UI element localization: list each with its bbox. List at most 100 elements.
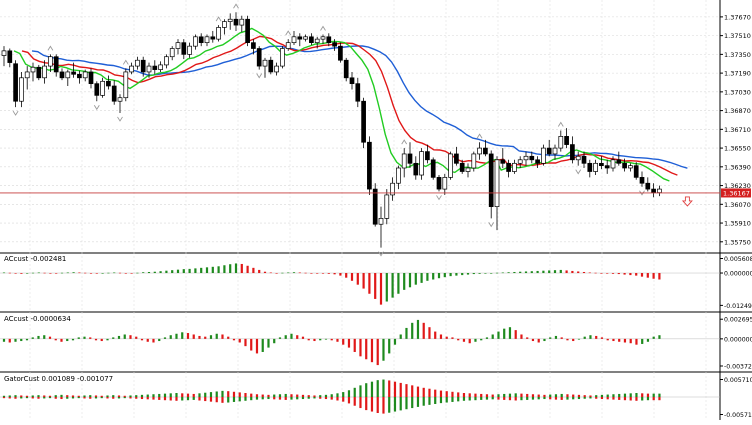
histogram-bar [227,336,230,339]
histogram-bar [480,393,483,397]
candle-body [639,177,645,184]
histogram-bar [140,394,144,397]
histogram-bar [583,397,586,399]
candle [581,151,587,168]
histogram-bar [434,397,437,404]
histogram-bar [8,272,11,274]
histogram-bar [8,395,11,397]
candle [256,46,262,70]
histogram-bar [376,380,379,397]
candle-body [633,165,639,178]
histogram-bar [391,273,394,298]
histogram-bar [478,273,481,274]
candle [599,156,604,170]
histogram-bar [606,338,609,341]
histogram-bar [439,397,443,404]
histogram-bar [382,338,385,361]
candle-body [30,66,36,73]
histogram-bar [101,273,104,274]
histogram-bar [313,395,316,397]
histogram-bar [640,273,644,277]
histogram-bar [60,394,63,397]
candle [483,139,488,157]
fractal-down-marker [93,104,100,111]
histogram-bar [490,273,493,274]
histogram-bar [595,335,598,339]
histogram-bar [287,272,290,274]
histogram-bar [319,397,322,399]
candle [384,189,390,225]
histogram-bar [411,385,414,397]
candle [326,33,332,47]
histogram-bar [140,397,144,400]
candle-body [123,71,129,99]
histogram-bar [273,338,276,344]
candle [82,69,88,82]
fractal-up-marker [476,133,483,139]
candle [59,68,65,81]
histogram-bar [422,387,425,397]
histogram-bar [146,397,149,400]
histogram-bar [577,394,581,397]
histogram-bar [524,271,528,274]
histogram-bar [159,271,162,274]
histogram-bar [229,264,232,274]
histogram-bar [549,397,552,400]
histogram-bar [307,397,310,399]
candle [164,54,169,69]
histogram-bar [169,397,172,401]
histogram-bar [474,393,477,397]
histogram-bar [250,393,253,397]
histogram-bar [443,273,446,278]
candle-body [430,159,436,178]
candle [48,54,53,72]
histogram-bar [508,393,512,397]
histogram-bar [571,270,574,274]
histogram-bar [267,394,270,397]
histogram-bar [307,338,310,341]
histogram-bar [445,397,448,403]
fractal-up-marker [215,16,222,22]
histogram-bar [566,397,569,400]
histogram-bar [281,272,284,274]
histogram-bar [117,397,121,399]
histogram-bar [112,397,115,399]
histogram-bar [485,394,489,397]
moving-average-blue [31,45,688,169]
candle-body [291,36,297,44]
candle [616,151,622,166]
price-tick-label: 1.37030 [724,88,751,96]
candle-body [222,21,227,28]
histogram-bar [439,334,443,339]
histogram-bar [278,337,282,339]
histogram-bar [629,273,632,276]
candle-body [570,144,575,161]
histogram-bar [14,338,17,342]
candle-body [523,155,529,161]
histogram-bar [457,392,460,397]
candle-body [459,162,465,172]
candle-body [106,80,111,87]
candle [117,94,123,113]
price-tick-label: 1.36230 [724,182,751,190]
histogram-bar [37,395,40,397]
histogram-bar [221,390,224,397]
histogram-bar [457,397,460,402]
candle-body [59,71,65,79]
histogram-bar [618,397,621,400]
candle [36,64,42,81]
indicator-tick-label: -0.012491 [724,303,752,310]
candle-body [82,71,88,79]
candle [193,34,198,50]
histogram-bar [612,397,615,400]
indicator-tick-label: 0.005710 [724,377,752,384]
candle-body [227,18,233,22]
histogram-bar [324,394,328,397]
histogram-bar [560,393,563,397]
histogram-bar [327,273,330,274]
histogram-bar [267,338,270,348]
histogram-bar [635,338,638,345]
histogram-bar [623,393,627,397]
histogram-bar [2,338,6,342]
candle-body [500,159,506,164]
